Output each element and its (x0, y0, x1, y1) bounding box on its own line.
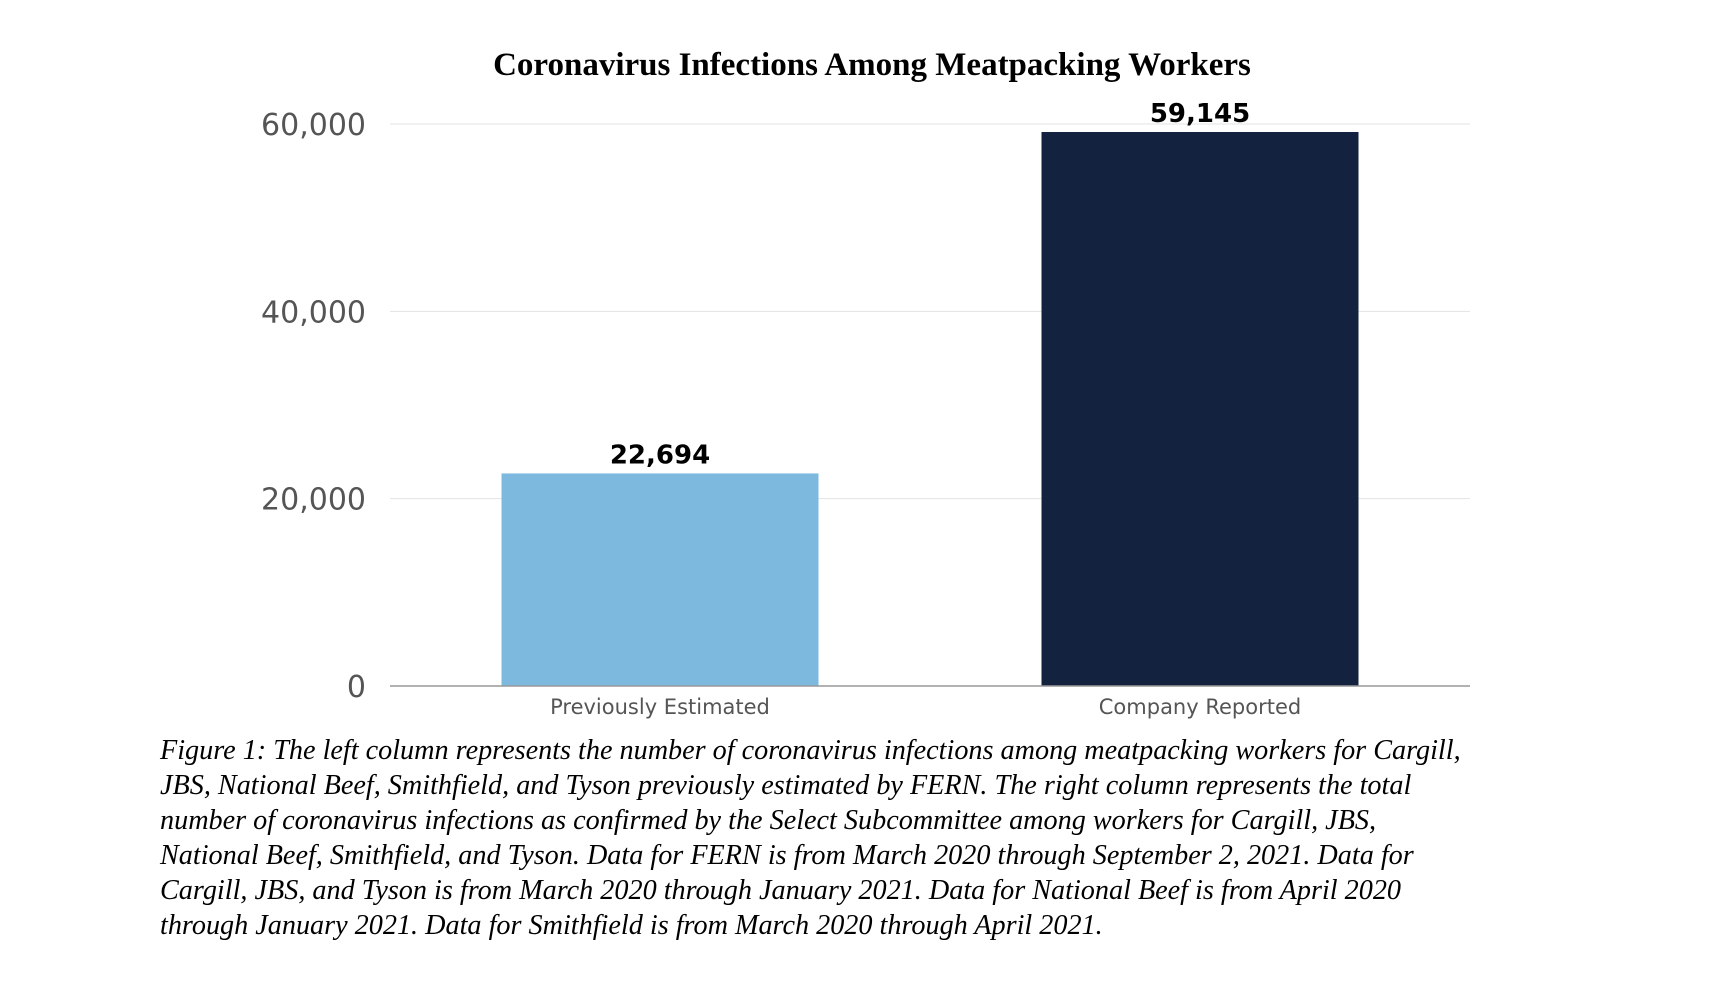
caption-line: National Beef, Smithfield, and Tyson. Da… (160, 840, 1414, 871)
chart-title: Coronavirus Infections Among Meatpacking… (493, 47, 1251, 83)
x-category-label: Company Reported (1099, 695, 1301, 719)
chart: Coronavirus Infections Among Meatpacking… (261, 47, 1470, 719)
bar-value-label: 22,694 (610, 440, 710, 470)
bar (1041, 132, 1359, 687)
x-category-label: Previously Estimated (550, 695, 770, 719)
bar-value-label: 59,145 (1150, 99, 1250, 129)
data-labels: 22,694 59,145 (610, 99, 1250, 470)
y-tick-label: 40,000 (261, 295, 366, 330)
caption-line: through January 2021. Data for Smithfiel… (160, 910, 1103, 941)
y-axis: 0 20,000 40,000 60,000 (261, 108, 366, 705)
x-axis: Previously Estimated Company Reported (550, 695, 1301, 719)
figure-caption: Figure 1: The left column represents the… (160, 733, 1590, 943)
y-tick-label: 20,000 (261, 483, 366, 518)
bar (501, 473, 819, 686)
bars (501, 132, 1359, 687)
caption-line: number of coronavirus infections as conf… (160, 805, 1377, 836)
caption-line: JBS, National Beef, Smithfield, and Tyso… (160, 770, 1412, 801)
y-tick-label: 0 (347, 670, 366, 705)
y-tick-label: 60,000 (261, 108, 366, 143)
caption-line: Figure 1: The left column represents the… (160, 735, 1461, 766)
caption-line: Cargill, JBS, and Tyson is from March 20… (160, 875, 1402, 906)
